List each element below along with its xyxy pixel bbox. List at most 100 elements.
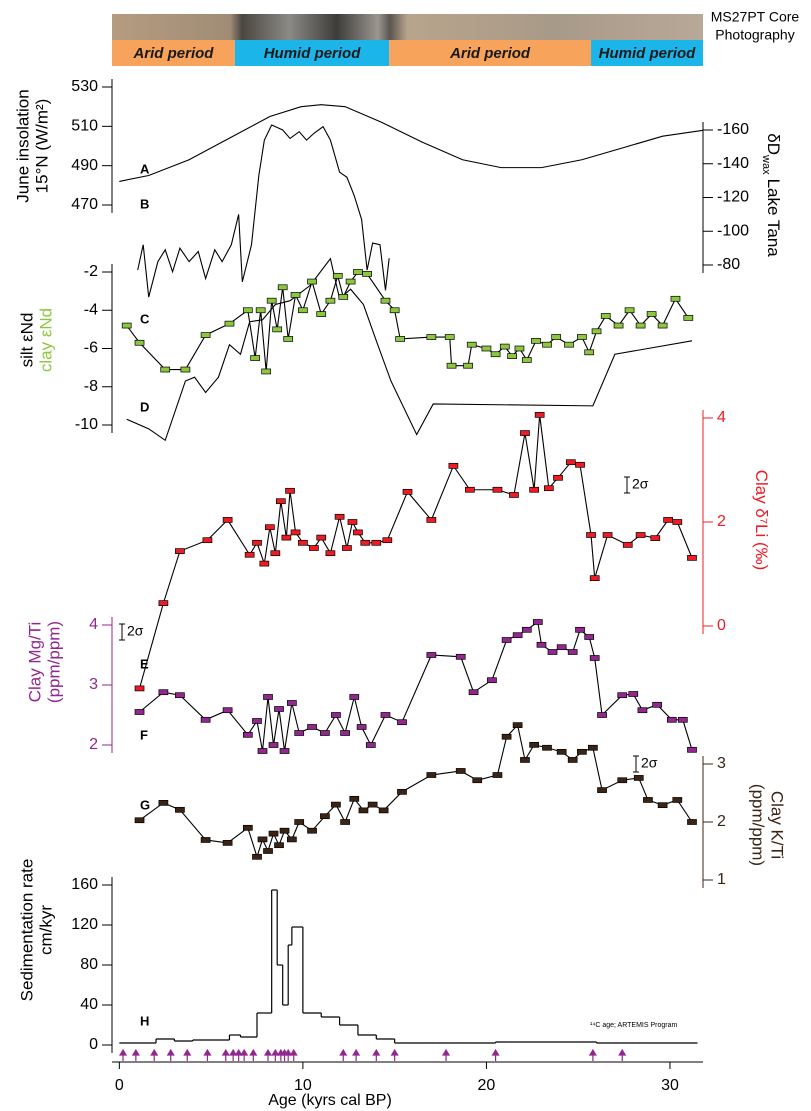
data-point <box>121 322 132 329</box>
error-bar-symbol <box>119 623 125 641</box>
data-point <box>298 539 308 546</box>
data-point <box>242 307 253 314</box>
data-point <box>529 486 539 493</box>
data-point <box>224 320 235 327</box>
data-point <box>455 653 466 660</box>
data-point <box>567 757 578 763</box>
data-point <box>584 634 595 640</box>
data-point <box>175 692 185 699</box>
radiocarbon-arrow <box>339 1048 348 1061</box>
period-band <box>234 40 390 66</box>
data-point <box>426 517 437 523</box>
data-point <box>290 529 301 536</box>
data-point <box>362 271 372 277</box>
data-point <box>340 819 350 825</box>
data-point <box>382 537 393 544</box>
y-axis-label: June insolation15°N (W/m²) <box>14 89 52 202</box>
radiocarbon-arrow <box>229 1048 238 1061</box>
data-point <box>657 802 668 809</box>
data-point <box>542 744 552 751</box>
data-point <box>277 284 288 291</box>
data-point <box>263 848 273 854</box>
radiocarbon-arrow <box>131 1048 140 1061</box>
y-axis-label-line: June insolation <box>14 89 33 202</box>
data-point <box>499 343 510 350</box>
data-point <box>509 492 519 498</box>
y-axis-label: δDwax Lake Tana <box>760 133 782 257</box>
y-tick-label: 120 <box>71 916 98 933</box>
y-tick-label: 0 <box>89 1036 98 1053</box>
data-point <box>520 757 530 763</box>
data-point <box>512 722 523 728</box>
data-point <box>261 368 272 375</box>
data-point <box>617 777 628 784</box>
data-point <box>575 626 585 633</box>
x-axis-label: Age (kyrs cal BP) <box>268 1092 392 1109</box>
x-tick-label: 0 <box>115 1077 124 1094</box>
radiocarbon-arrow <box>183 1048 192 1061</box>
data-point <box>283 336 294 342</box>
data-point <box>567 649 578 655</box>
radiocarbon-arrow <box>618 1048 627 1061</box>
data-point <box>242 731 253 738</box>
data-point <box>597 712 607 718</box>
data-point <box>259 560 270 567</box>
data-point <box>584 349 595 356</box>
data-point <box>492 486 503 493</box>
data-point <box>353 269 363 275</box>
data-point <box>266 297 277 304</box>
series-tag: D <box>140 399 149 414</box>
data-point <box>589 575 600 582</box>
y-tick-label: 80 <box>80 956 98 973</box>
y-axis-label: silt εNdclay εNd <box>18 308 56 372</box>
data-point <box>586 532 596 538</box>
data-point <box>635 532 646 538</box>
data-point <box>448 462 459 469</box>
data-point <box>487 677 497 684</box>
y-axis-label-part: Lake Tana <box>764 179 783 258</box>
y-tick-label: 0 <box>717 617 726 634</box>
data-point <box>635 322 646 329</box>
y-axis-label-line: Sedimentation rate <box>18 859 37 1002</box>
y-axis-label: Clay δ⁷Li (‰) <box>752 470 771 571</box>
y-tick-label: 3 <box>717 755 726 772</box>
data-point <box>521 357 532 363</box>
radiocarbon-arrow <box>441 1048 451 1061</box>
data-point <box>320 813 330 820</box>
series-tag: A <box>140 161 150 176</box>
series-tag: E <box>140 656 149 671</box>
data-point <box>244 551 255 558</box>
data-point <box>331 801 341 808</box>
data-point <box>316 534 327 541</box>
data-point <box>309 545 319 551</box>
series-line <box>139 724 693 859</box>
annotation: 2σ <box>632 476 649 492</box>
data-point <box>532 619 543 625</box>
radiocarbon-arrow <box>289 1048 298 1061</box>
radiocarbon-arrow <box>271 1048 280 1061</box>
data-point <box>566 459 576 466</box>
data-point <box>672 519 683 525</box>
data-point <box>633 775 644 781</box>
y-tick-label: 470 <box>71 196 98 213</box>
data-point <box>276 498 286 505</box>
data-point <box>380 297 391 304</box>
data-point <box>507 353 517 359</box>
data-point <box>268 742 279 748</box>
data-point <box>360 539 371 546</box>
data-point <box>264 524 275 531</box>
data-point <box>553 474 563 481</box>
data-point <box>613 322 624 329</box>
data-point <box>577 334 587 340</box>
data-point <box>270 550 281 557</box>
y-axis-label: Clay Mg/Ti(ppm/ppm) <box>26 621 64 703</box>
series-line <box>137 124 390 298</box>
data-point <box>589 655 600 661</box>
y-tick-label: 3 <box>89 676 98 693</box>
data-point <box>687 746 697 753</box>
series-tag: F <box>140 727 148 742</box>
data-point <box>268 830 279 837</box>
period-label: Arid period <box>449 45 531 62</box>
data-point <box>316 311 327 317</box>
